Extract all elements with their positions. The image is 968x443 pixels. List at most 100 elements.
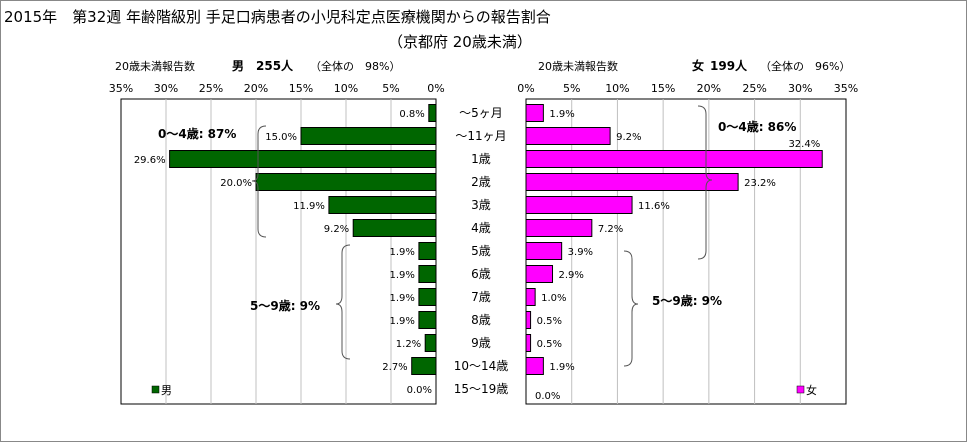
- category-label: ～11ヶ月: [455, 129, 506, 143]
- male-value-label: 1.9%: [389, 316, 414, 327]
- female-value-labels: 1.9% 9.2% 32.4% 23.2% 11.6% 7.2% 3.9% 2.9% 1.0% 0…: [535, 109, 820, 402]
- female-tick-label: 5%: [563, 82, 580, 95]
- category-label: ～5ヶ月: [459, 106, 503, 120]
- male-group-0-4-label: 0～4歳: 87%: [158, 126, 236, 141]
- female-bar: [525, 219, 593, 237]
- male-tick-label: 5%: [382, 82, 399, 95]
- male-value-label: 2.7%: [382, 362, 407, 373]
- male-value-label: 1.9%: [389, 293, 414, 304]
- female-header-count: 199人: [710, 58, 748, 73]
- female-tick-label: 25%: [742, 82, 766, 95]
- female-value-label: 2.9%: [559, 270, 584, 281]
- male-legend-label: 男: [161, 384, 172, 397]
- chart-title: 2015年 第32週 年齢階級別 手足口病患者の小児科定点医療機関からの報告割合: [4, 8, 551, 26]
- male-value-label: 9.2%: [324, 224, 349, 235]
- male-tick-label: 25%: [199, 82, 223, 95]
- category-label: 1歳: [471, 152, 491, 166]
- male-value-label: 0.0%: [407, 385, 432, 396]
- category-label: 10～14歳: [454, 359, 509, 373]
- male-tick-label: 10%: [334, 82, 358, 95]
- female-axis-ticks: 0% 5% 10% 15% 20% 25% 30% 35%: [517, 82, 858, 95]
- male-header-pct: （全体の 98%）: [310, 59, 400, 73]
- female-bar: [525, 196, 633, 214]
- female-tick-label: 0%: [517, 82, 534, 95]
- female-value-label: 1.9%: [549, 109, 574, 120]
- female-bars: [525, 104, 823, 375]
- male-header-count: 255人: [256, 58, 294, 73]
- female-tick-label: 20%: [697, 82, 721, 95]
- category-label: 2歳: [471, 175, 491, 189]
- male-bar: [328, 196, 437, 214]
- category-label: 6歳: [471, 267, 491, 281]
- female-value-label: 0.5%: [537, 316, 562, 327]
- female-tick-label: 15%: [651, 82, 675, 95]
- female-value-label: 3.9%: [568, 247, 593, 258]
- male-tick-label: 35%: [109, 82, 133, 95]
- male-bar: [428, 104, 437, 122]
- male-bar: [169, 150, 437, 168]
- female-header-label: 20歳未満報告数: [538, 60, 618, 73]
- male-value-label: 1.9%: [389, 270, 414, 281]
- category-label: 4歳: [471, 221, 491, 235]
- male-bar: [418, 288, 437, 306]
- male-bar: [255, 173, 437, 191]
- male-tick-label: 15%: [289, 82, 313, 95]
- male-tick-label: 0%: [427, 82, 444, 95]
- female-bar: [525, 104, 544, 122]
- female-group-0-4-label: 0～4歳: 86%: [718, 119, 796, 134]
- category-labels: ～5ヶ月 ～11ヶ月 1歳 2歳 3歳 4歳 5歳 6歳 7歳 8歳 9歳 10～14歳 15～19歳: [454, 106, 509, 396]
- male-value-label: 1.9%: [389, 247, 414, 258]
- male-plot-area: [120, 98, 437, 405]
- female-value-label: 1.9%: [549, 362, 574, 373]
- female-gridlines: [571, 99, 801, 404]
- category-label: 8歳: [471, 313, 491, 327]
- female-value-label: 0.0%: [535, 391, 560, 402]
- female-tick-label: 10%: [605, 82, 629, 95]
- female-header-sex: 女: [692, 58, 704, 73]
- male-header-label: 20歳未満報告数: [115, 60, 195, 73]
- male-bracket-0-4: [251, 125, 267, 238]
- female-bar: [525, 242, 563, 260]
- female-bar: [525, 265, 554, 283]
- female-bar: [525, 357, 544, 375]
- female-group-5-9-label: 5～9歳: 9%: [652, 293, 722, 308]
- female-bar: [525, 127, 611, 145]
- female-bracket-5-9: [623, 250, 639, 367]
- male-legend-swatch: [151, 385, 160, 394]
- male-group-5-9-label: 5～9歳: 9%: [250, 298, 320, 313]
- female-bracket-0-4: [697, 105, 713, 260]
- female-legend-swatch: [796, 385, 805, 394]
- female-value-label: 7.2%: [598, 224, 623, 235]
- female-value-label: 0.5%: [537, 339, 562, 350]
- male-bracket-5-9: [335, 244, 351, 360]
- male-bar: [300, 127, 437, 145]
- female-plot-area: [525, 98, 847, 405]
- female-bar: [525, 173, 739, 191]
- female-tick-label: 35%: [834, 82, 858, 95]
- female-bar: [525, 288, 536, 306]
- male-tick-label: 30%: [154, 82, 178, 95]
- female-tick-label: 30%: [788, 82, 812, 95]
- male-value-label: 11.9%: [293, 201, 325, 212]
- female-value-label: 32.4%: [788, 139, 820, 150]
- female-value-label: 23.2%: [744, 178, 776, 189]
- male-bar: [418, 242, 437, 260]
- male-bar: [411, 357, 437, 375]
- chart-subtitle: （京都府 20歳未満）: [388, 33, 532, 51]
- male-value-label: 0.8%: [399, 109, 424, 120]
- male-axis-ticks: 35% 30% 25% 20% 15% 10% 5% 0%: [109, 82, 445, 95]
- male-value-label: 20.0%: [220, 178, 252, 189]
- male-bar: [424, 334, 437, 352]
- male-value-label: 1.2%: [396, 339, 421, 350]
- category-label: 3歳: [471, 198, 491, 212]
- female-bar: [525, 150, 823, 168]
- category-label: 15～19歳: [454, 382, 509, 396]
- female-legend-label: 女: [806, 383, 817, 397]
- male-bar: [418, 265, 437, 283]
- male-gridlines: [165, 99, 392, 404]
- male-value-label: 15.0%: [265, 132, 297, 143]
- male-tick-label: 20%: [244, 82, 268, 95]
- category-label: 5歳: [471, 244, 491, 258]
